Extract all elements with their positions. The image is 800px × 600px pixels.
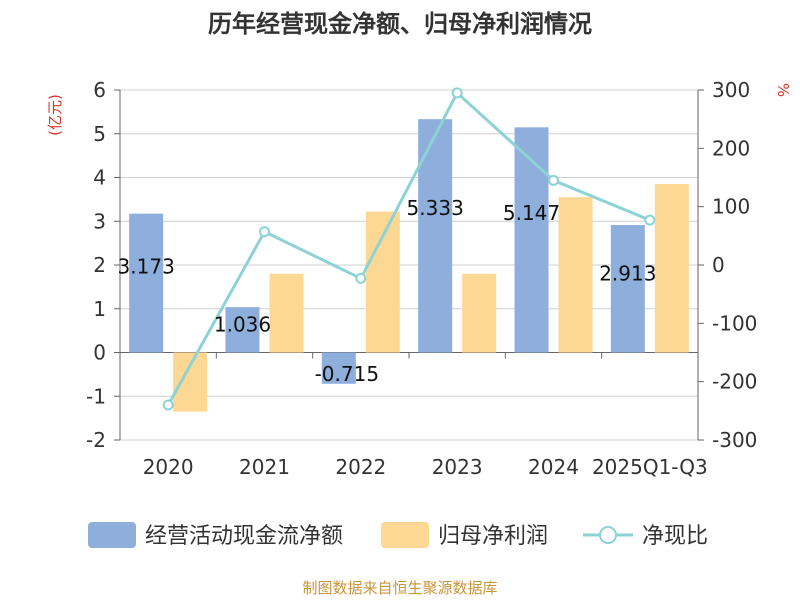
y-right-tick-label: 0 (712, 253, 725, 277)
bar-value-label: 2.913 (599, 261, 656, 285)
y-left-tick-label: 5 (93, 122, 106, 146)
legend-label-3: 净现比 (642, 524, 708, 549)
line-point (451, 87, 463, 99)
bar-series-1 (418, 119, 453, 353)
y-left-tick-label: 4 (93, 166, 106, 190)
axes-layer: -2 -1 0 1 2 3 4 5 6 -300 -200 -100 0 100 200 300 2020 202… (86, 78, 757, 479)
bar-series-1 (610, 225, 645, 353)
y-right-tick-label: 200 (712, 136, 750, 160)
y-left-tick-label: 6 (93, 78, 106, 102)
bar-series-2 (462, 273, 497, 353)
bar-series-2 (654, 184, 689, 353)
y-left-tick-label: 0 (93, 341, 106, 365)
bar-series-1 (321, 352, 356, 384)
y-left-axis-label: (亿元) (46, 94, 64, 136)
x-tick-label: 2025Q1-Q3 (592, 455, 708, 479)
y-right-tick-label: -300 (712, 428, 757, 452)
legend-swatch-marker (599, 526, 617, 544)
bar-series-2 (365, 211, 400, 353)
chart-title: 历年经营现金净额、归母净利润情况 (208, 10, 592, 38)
legend-label-2: 归母净利润 (438, 524, 548, 549)
x-tick-label: 2024 (528, 455, 579, 479)
source-note: 制图数据来自恒生聚源数据库 (302, 579, 497, 597)
bar-value-label: -0.715 (315, 362, 379, 386)
line-point (355, 272, 367, 284)
y-left-tick-label: -1 (86, 384, 106, 408)
y-left-tick-label: -2 (86, 428, 106, 452)
x-tick-label: 2022 (335, 455, 386, 479)
line-point (162, 399, 174, 411)
bar-value-label: 3.173 (118, 254, 175, 278)
bar-value-label: 5.333 (407, 196, 464, 220)
value-labels-layer: 3.173 1.036 -0.715 5.333 5.147 2.913 (118, 196, 657, 386)
y-right-axis-label: % (774, 83, 792, 97)
legend: 经营活动现金流净额 归母净利润 净现比 (88, 522, 708, 549)
x-tick-label: 2020 (143, 455, 194, 479)
bar-value-label: 1.036 (214, 312, 271, 336)
bar-series-2 (173, 352, 208, 412)
legend-swatch-2 (381, 522, 429, 548)
bar-series-1 (129, 213, 164, 353)
y-right-tick-label: 100 (712, 195, 750, 219)
bar-series-1 (514, 127, 549, 353)
bars-layer (129, 119, 689, 412)
bar-series-1 (225, 307, 260, 353)
line-point (644, 214, 656, 226)
x-tick-label: 2023 (432, 455, 483, 479)
y-left-tick-label: 2 (93, 253, 106, 277)
y-right-tick-label: 300 (712, 78, 750, 102)
bar-series-2 (269, 273, 304, 353)
line-point (259, 226, 270, 238)
legend-swatch-1 (88, 522, 136, 548)
legend-label-1: 经营活动现金流净额 (145, 524, 343, 549)
y-right-tick-label: -100 (712, 311, 757, 335)
y-left-tick-label: 1 (93, 297, 106, 321)
x-tick-label: 2021 (239, 455, 290, 479)
line-point (548, 174, 559, 186)
line-layer (162, 87, 656, 411)
bar-series-2 (558, 197, 593, 353)
bar-value-label: 5.147 (503, 201, 560, 225)
y-left-tick-label: 3 (93, 209, 106, 233)
y-right-tick-label: -200 (712, 370, 757, 394)
line-series-net-cash-ratio (166, 90, 651, 406)
